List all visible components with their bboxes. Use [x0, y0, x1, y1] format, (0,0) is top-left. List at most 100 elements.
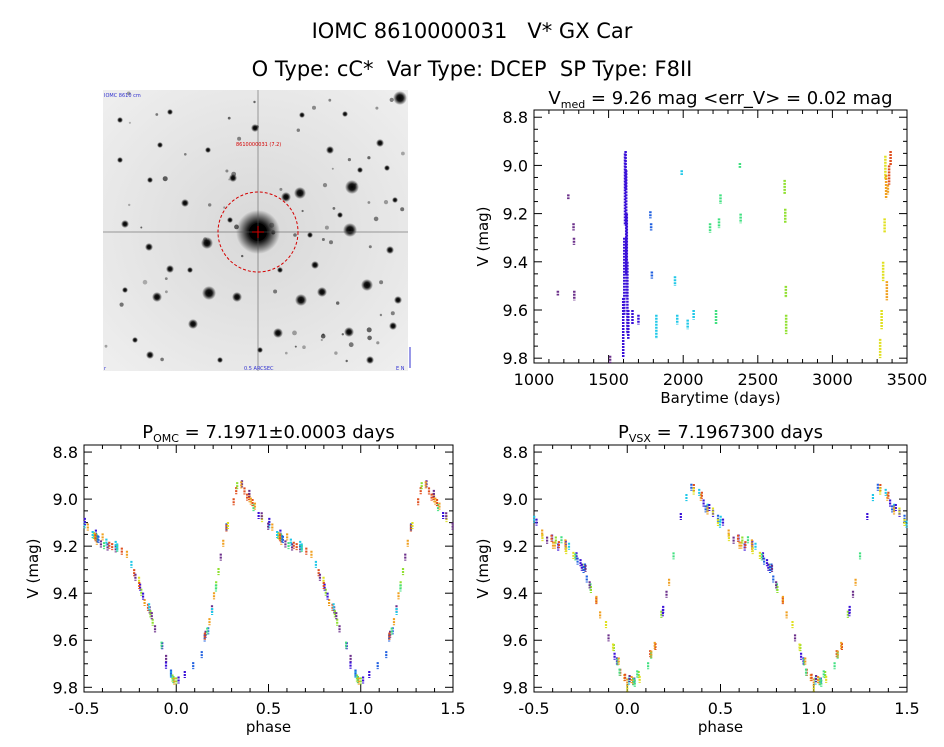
faint-star: [203, 237, 208, 242]
phase-chart-omc: -0.5 0.0 0.5 1.0 1.5 8.8 9.0 9.2 9.4 9.6 9.8 phase V…: [24, 422, 466, 736]
y-tick-label: 9.6: [503, 301, 528, 320]
x-tick-label: 0.5: [256, 699, 281, 718]
star: [343, 223, 357, 237]
x-tick-label: 3000: [812, 370, 853, 389]
faint-star: [328, 98, 332, 102]
faint-star: [336, 301, 340, 305]
star: [187, 267, 193, 273]
y-tick-label: 9.2: [53, 537, 78, 556]
star: [217, 357, 223, 363]
x-tick-label: 0.0: [615, 699, 640, 718]
faint-star: [231, 171, 237, 177]
faint-star: [162, 176, 168, 182]
star: [394, 296, 402, 304]
faint-star: [128, 121, 131, 124]
y-tick-label: 8.8: [53, 443, 78, 462]
x-tick-label: -0.5: [68, 699, 99, 718]
star: [337, 212, 343, 218]
star: [393, 91, 407, 105]
faint-star: [354, 183, 357, 186]
faint-star: [373, 216, 379, 222]
y-axis-label: V (mag): [24, 538, 42, 598]
y-tick-label: 9.6: [503, 631, 528, 650]
star: [273, 328, 283, 338]
star: [361, 279, 373, 291]
star: [277, 267, 283, 273]
plot-frame: [533, 444, 908, 693]
sky-bottom-left-label: r: [104, 366, 107, 372]
faint-star: [223, 206, 226, 209]
faint-star: [376, 341, 380, 345]
faint-star: [140, 226, 143, 229]
star: [166, 265, 174, 273]
star: [389, 322, 397, 330]
y-tick-label: 9.6: [53, 631, 78, 650]
faint-star: [142, 279, 148, 285]
star: [167, 109, 173, 115]
star: [326, 146, 334, 154]
faint-star: [301, 209, 304, 213]
faint-star: [367, 156, 371, 160]
plot-frame: [83, 444, 454, 693]
faint-star: [208, 203, 212, 207]
faint-star: [128, 203, 131, 207]
star: [117, 157, 123, 163]
faint-star: [367, 201, 371, 204]
faint-star: [296, 128, 300, 132]
y-tick-label: 9.8: [503, 349, 528, 368]
x-tick-label: 2500: [737, 370, 778, 389]
star: [117, 117, 123, 123]
y-tick-label: 9.2: [503, 205, 528, 224]
sky-top-left-label: IOMC 8610 cm: [104, 93, 141, 99]
faint-star: [126, 91, 131, 96]
faint-star: [312, 105, 316, 110]
y-tick-label: 8.8: [503, 108, 528, 127]
y-axis-label: V (mag): [474, 538, 492, 598]
faint-star: [368, 245, 372, 249]
y-tick-label: 8.8: [503, 443, 528, 462]
star: [357, 167, 363, 173]
x-tick-label: 1.5: [440, 699, 465, 718]
faint-star: [375, 106, 379, 110]
faint-star: [367, 335, 372, 341]
star: [227, 217, 233, 223]
star: [205, 147, 211, 153]
y-tick-label: 9.2: [503, 537, 528, 556]
chart-title: PVSX = 7.1967300 days: [618, 422, 823, 445]
chart-title: POMC = 7.1971±0.0003 days: [142, 422, 394, 445]
x-tick-label: 1000: [514, 370, 555, 389]
sky-orientation-label: E N: [396, 366, 405, 372]
star: [121, 220, 129, 228]
x-tick-label: 2000: [663, 370, 704, 389]
star: [311, 261, 319, 269]
star: [344, 327, 354, 337]
faint-star: [324, 225, 329, 230]
faint-star: [334, 351, 338, 355]
x-tick-label: 1.0: [348, 699, 373, 718]
star: [251, 124, 259, 132]
star: [232, 292, 242, 302]
figure-subtitle: O Type: cC* Var Type: DCEP SP Type: F8II: [251, 57, 693, 81]
faint-star: [390, 311, 395, 316]
y-tick-label: 9.8: [53, 678, 78, 697]
star: [294, 187, 306, 199]
y-tick-label: 9.0: [503, 156, 528, 175]
x-tick-label: 0.0: [164, 699, 189, 718]
star: [384, 165, 390, 171]
faint-star: [347, 158, 351, 162]
star: [122, 287, 128, 293]
faint-star: [379, 313, 383, 317]
target-marker-circle: [217, 191, 299, 273]
figure-title: IOMC 8610000031 V* GX Car: [311, 19, 633, 43]
x-axis-label: Barytime (days): [660, 389, 780, 407]
x-tick-label: 1.5: [894, 699, 919, 718]
faint-star: [331, 167, 334, 170]
sky-image-panel: IOMC 8610 cm 8610000031 (7.2) 0.5 ARCSEC…: [103, 90, 411, 372]
faint-star: [225, 169, 229, 173]
faint-star: [345, 359, 348, 363]
x-tick-label: 1500: [588, 370, 629, 389]
faint-star: [322, 183, 328, 188]
faint-star: [228, 178, 231, 181]
faint-star: [279, 187, 283, 191]
